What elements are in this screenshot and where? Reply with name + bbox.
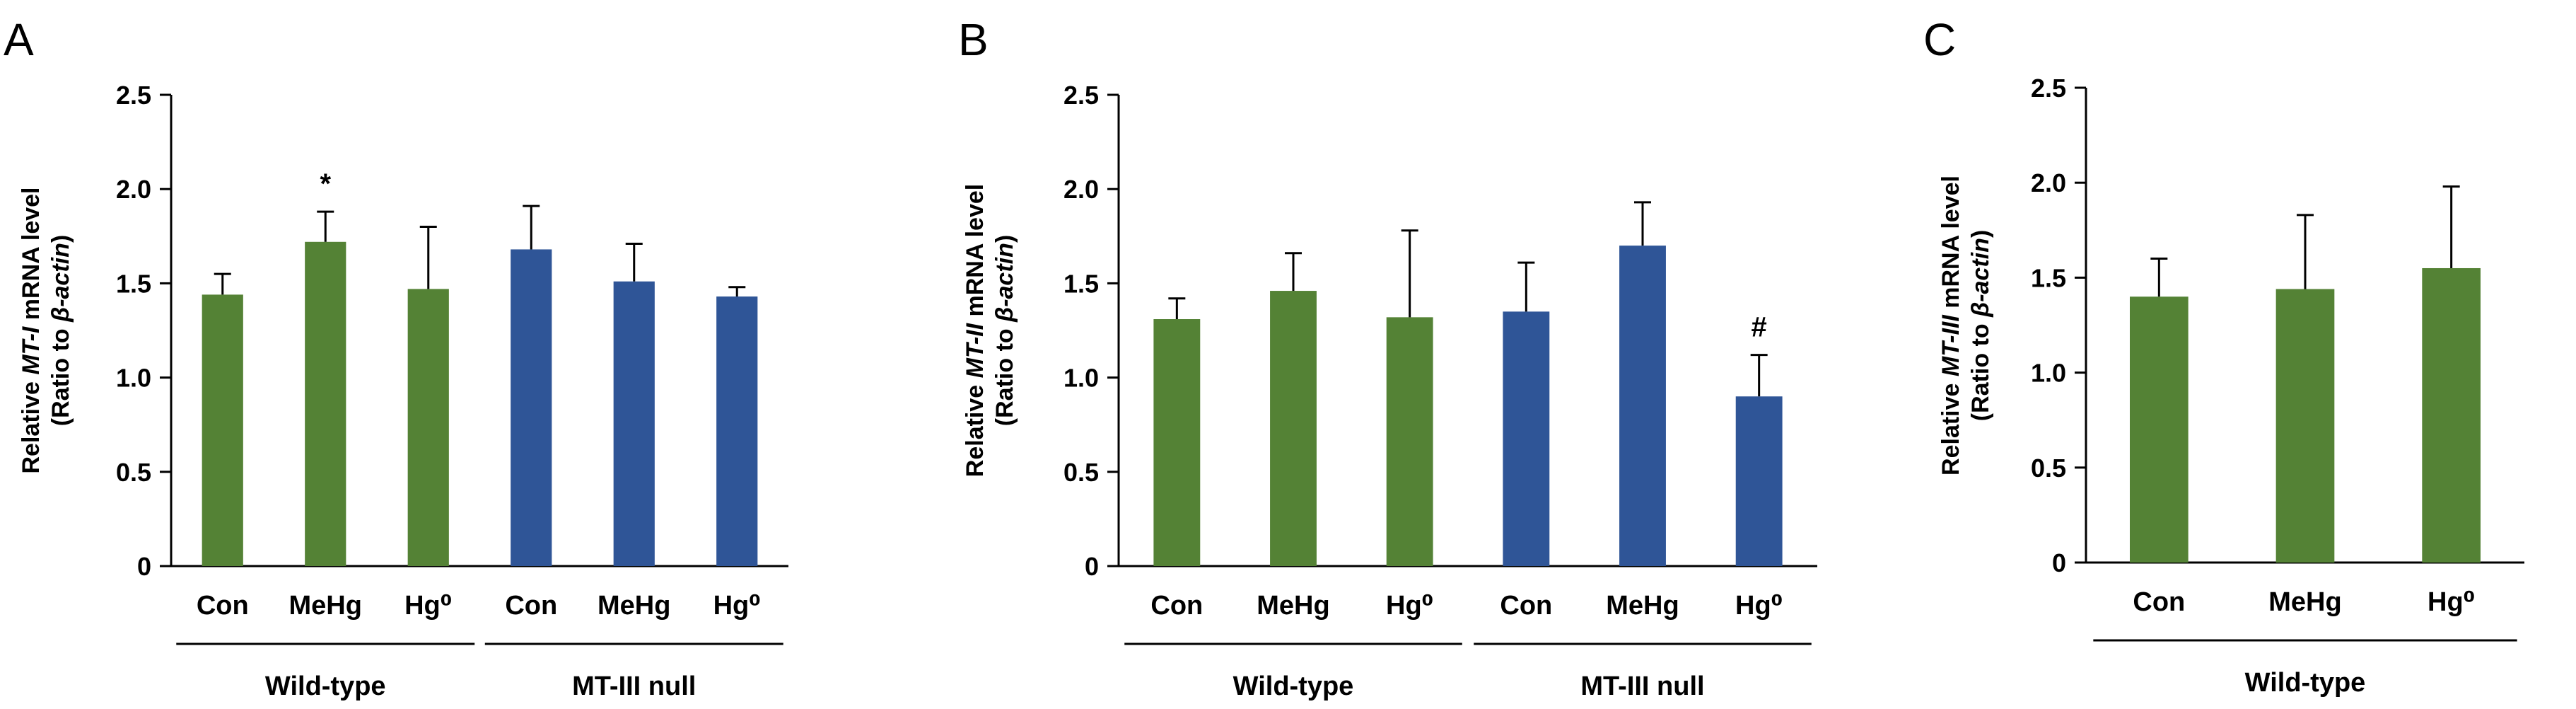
bar (2130, 296, 2189, 563)
y-tick-label: 1.0 (2031, 359, 2066, 388)
category-label: Hg⁰ (713, 591, 761, 621)
bar (1619, 246, 1666, 566)
bar (1153, 319, 1201, 566)
panel-letter: A (4, 14, 34, 65)
category-label: Con (1500, 591, 1552, 621)
y-tick-label: 0 (137, 552, 151, 581)
group-label: Wild-type (1233, 671, 1354, 701)
y-tick-label: 1.0 (1063, 364, 1099, 393)
panel-c: C 0 0.5 1.0 1.5 2.0 2.5 Relative MT-III mRNA le… (1923, 14, 2524, 698)
category-label: Hg⁰ (2428, 587, 2475, 617)
y-axis-label-line2: (Ratio to β-actin) (991, 235, 1018, 426)
y-tick-label: 1.5 (2031, 263, 2066, 292)
bar (2275, 289, 2335, 563)
category-label: MeHg (1257, 591, 1329, 621)
y-axis-label-line2: (Ratio to β-actin) (47, 235, 74, 426)
panel-a: A 0 0.5 1.0 1.5 2.0 2.5 Relative MT-I mRNA leve… (4, 14, 788, 701)
panel-letter: C (1923, 14, 1956, 65)
y-axis-label: Relative MT-III mRNA level(Ratio to β-ac… (1937, 175, 1994, 475)
panel-b: B 0 0.5 1.0 1.5 2.0 2.5 Relative MT-II mRNA lev… (958, 14, 1817, 701)
bar (511, 249, 552, 566)
category-label: Con (197, 591, 249, 621)
group-label: MT-III null (572, 671, 696, 701)
category-label: MeHg (598, 591, 670, 621)
category-label: Con (1150, 591, 1203, 621)
y-tick-label: 2.5 (1063, 81, 1099, 110)
y-tick-label: 1.5 (1063, 269, 1099, 298)
bar (716, 296, 758, 566)
y-axis-label-line2: (Ratio to β-actin) (1967, 230, 1994, 421)
y-axis-label-line1: Relative MT-III mRNA level (1937, 175, 1964, 475)
y-tick-label: 0.5 (116, 458, 151, 487)
significance-marker: * (320, 168, 331, 200)
category-label: Hg⁰ (404, 591, 452, 621)
y-tick-label: 0 (1085, 552, 1099, 581)
panel-letter: B (958, 14, 989, 65)
category-label: Con (2133, 587, 2185, 617)
category-label: MeHg (2268, 587, 2341, 617)
y-axis-label: Relative MT-I mRNA level(Ratio to β-acti… (18, 188, 74, 474)
category-label: MeHg (1606, 591, 1679, 621)
bar (2422, 267, 2481, 563)
bar (1386, 317, 1433, 566)
bar (305, 241, 346, 566)
y-tick-label: 1.5 (116, 269, 151, 298)
y-tick-label: 2.0 (116, 175, 151, 204)
group-label: Wild-type (265, 671, 386, 701)
y-axis-label-line1: Relative MT-II mRNA level (962, 184, 989, 477)
bar (1735, 396, 1783, 566)
y-tick-label: 0 (2052, 548, 2066, 577)
y-tick-label: 2.5 (116, 81, 151, 110)
bar (407, 289, 449, 566)
category-label: Hg⁰ (1386, 591, 1433, 621)
y-tick-label: 2.0 (2031, 168, 2066, 197)
bar (1270, 291, 1317, 566)
category-label: MeHg (289, 591, 362, 621)
significance-marker: # (1752, 312, 1767, 343)
y-tick-label: 1.0 (116, 364, 151, 393)
y-tick-label: 0.5 (1063, 458, 1099, 487)
y-axis-label-line1: Relative MT-I mRNA level (18, 188, 45, 474)
group-label: Wild-type (2245, 668, 2366, 698)
y-axis-label: Relative MT-II mRNA level(Ratio to β-act… (962, 184, 1018, 477)
y-tick-label: 2.0 (1063, 175, 1099, 204)
bar (613, 281, 655, 566)
y-tick-label: 2.5 (2031, 74, 2066, 103)
bar (1503, 311, 1550, 566)
category-label: Hg⁰ (1735, 591, 1783, 621)
y-tick-label: 0.5 (2031, 454, 2066, 483)
bar (202, 294, 243, 566)
category-label: Con (505, 591, 557, 621)
group-label: MT-III null (1580, 671, 1704, 701)
